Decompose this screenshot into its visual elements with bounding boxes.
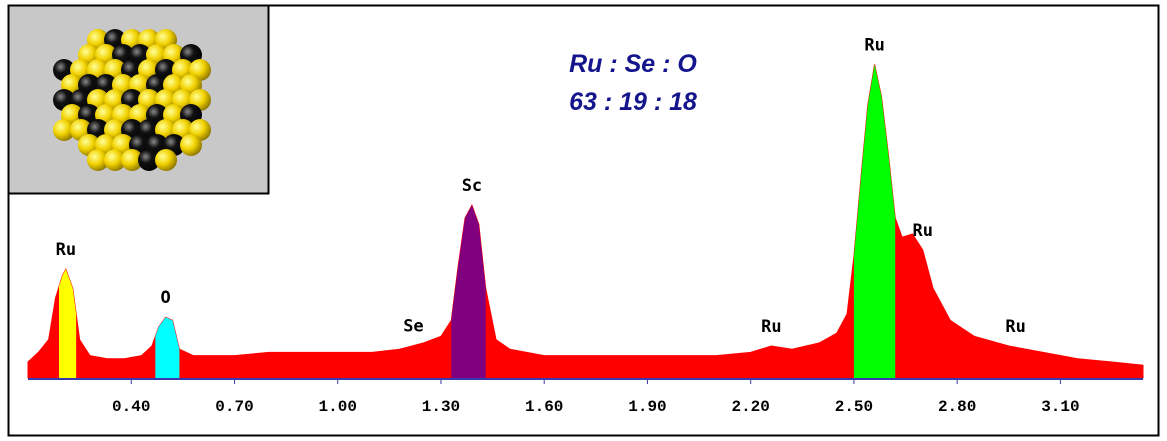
x-tick-label: 2.80	[938, 398, 976, 416]
peak-label: Sc	[462, 176, 482, 196]
x-tick-label: 0.40	[112, 398, 150, 416]
peak-label: Ru	[913, 221, 933, 241]
x-tick-label: 1.60	[525, 398, 563, 416]
peak-label: Ru	[1005, 317, 1025, 337]
x-tick-label: 3.10	[1041, 398, 1079, 416]
inset-image	[9, 6, 269, 194]
peak-label: Ru	[56, 240, 76, 260]
x-tick-label: 0.70	[215, 398, 253, 416]
composition-values: 63 : 19 : 18	[569, 88, 697, 116]
x-tick-label: 2.20	[731, 398, 769, 416]
atom	[155, 149, 177, 171]
x-tick-label: 1.00	[319, 398, 357, 416]
atom	[180, 134, 202, 156]
x-tick-label: 1.30	[422, 398, 460, 416]
chart: 0.40 0.70 1.00 1.30 1.60 1.90 2.20 2.50 2.80 3.10…	[0, 0, 1167, 441]
peak-label: Ru	[864, 35, 884, 55]
peak-label: Se	[403, 317, 423, 337]
peak-label: O	[161, 288, 171, 308]
peak-label: Ru	[761, 317, 781, 337]
x-tick-label: 2.50	[835, 398, 873, 416]
page: {"chart_data": { "type": "area", "x": [0…	[0, 0, 1167, 441]
x-tick-label: 1.90	[628, 398, 666, 416]
composition-label: Ru : Se : O	[569, 50, 697, 78]
